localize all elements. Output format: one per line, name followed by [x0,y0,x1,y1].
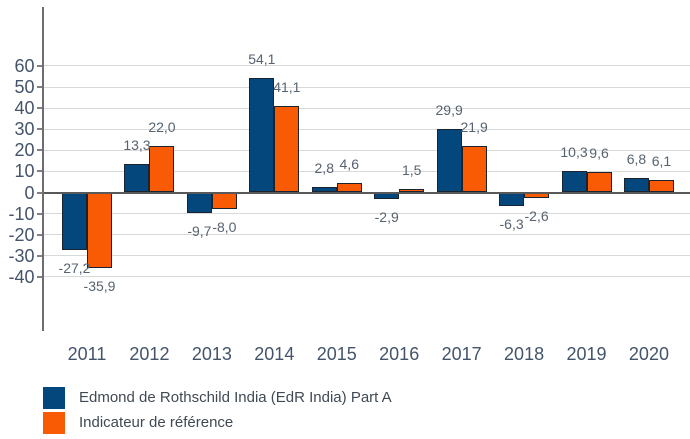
y-axis-label-20: 20 [14,140,35,161]
legend-label-edr-india: Edmond de Rothschild India (EdR India) P… [79,389,392,406]
y-axis-label-10: 10 [14,161,35,182]
bar-edr-india-2012 [124,164,150,193]
value-label-edr-india-2019: 10,3 [560,143,588,160]
gridline-20 [42,149,690,151]
x-axis-zero-line [42,191,690,194]
bar-reference-2012 [149,146,175,193]
value-label-reference-2018: -2,6 [524,207,549,224]
value-label-edr-india-2011: -27,2 [58,259,91,276]
x-axis-label-2019: 2019 [566,344,607,364]
value-label-reference-2016: 1,5 [401,162,422,179]
y-axis-label--30: -30 [8,245,35,266]
y-axis-tick--40 [36,275,43,278]
x-axis-label-2011: 2011 [67,344,107,364]
x-axis-label-2012: 2012 [129,344,170,364]
y-axis-tick-30 [36,128,43,131]
y-axis-tick--10 [36,212,43,215]
x-axis-label-2017: 2017 [441,344,482,364]
bar-edr-india-2018 [499,192,525,206]
y-axis-tick-20 [36,149,43,152]
value-label-reference-2014: 41,1 [273,78,301,95]
legend-item-reference-indicator: Indicateur de référence [43,412,233,434]
gridline--40 [42,276,690,278]
x-axis-label-2014: 2014 [254,344,295,364]
gridline-40 [42,107,690,109]
bar-reference-2011 [87,192,112,269]
y-axis-label-40: 40 [14,98,35,119]
value-label-edr-india-2013: -9,7 [187,222,212,239]
bar-edr-india-2013 [186,192,212,213]
y-axis-tick-0 [36,191,43,194]
value-label-reference-2013: -8,0 [212,219,237,236]
gridline-60 [42,65,690,67]
bar-edr-india-2017 [436,129,462,193]
y-axis-label-60: 60 [14,55,35,76]
y-axis-line [41,7,44,331]
legend-swatch-reference-indicator [43,412,65,434]
x-axis-label-2015: 2015 [316,344,357,364]
bar-edr-india-2011 [62,192,87,250]
gridline--30 [42,255,690,257]
value-label-edr-india-2015: 2,8 [314,159,334,176]
y-axis-tick-60 [36,64,43,67]
y-axis-tick--30 [36,254,43,257]
y-axis-label-30: 30 [14,119,35,140]
value-label-edr-india-2020: 6,8 [626,151,647,168]
legend-swatch-edr-india [43,387,65,409]
gridline--10 [42,213,690,215]
value-label-reference-2017: 21,9 [460,119,488,136]
legend-label-reference-indicator: Indicateur de référence [79,414,234,431]
bar-reference-2014 [274,105,300,193]
value-label-reference-2012: 22,0 [148,119,176,136]
bar-edr-india-2019 [561,170,587,193]
y-axis-label-0: 0 [24,182,35,203]
value-label-edr-india-2017: 29,9 [435,102,463,119]
bar-edr-india-2020 [623,178,649,193]
x-axis-label-2016: 2016 [379,344,420,364]
x-axis-label-2020: 2020 [628,344,669,364]
y-axis-label-50: 50 [14,77,35,97]
gridline-30 [42,128,690,130]
x-axis-label-2013: 2013 [191,344,232,364]
value-label-edr-india-2012: 13,3 [123,137,151,154]
legend-item-edr-india: Edmond de Rothschild India (EdR India) P… [43,387,392,409]
x-axis-label-2018: 2018 [504,344,545,364]
bar-edr-india-2014 [249,78,275,193]
y-axis-tick-50 [36,86,43,88]
y-axis-label--40: -40 [8,266,35,287]
value-label-reference-2020: 6,1 [651,152,672,169]
y-axis-label--20: -20 [8,224,35,245]
y-axis-tick-10 [36,170,43,173]
gridline-50 [42,86,690,88]
value-label-reference-2015: 4,6 [339,155,359,172]
value-label-reference-2019: 9,6 [589,145,609,162]
gridline-10 [42,170,690,172]
y-axis-tick-40 [36,107,43,110]
y-axis-tick--20 [36,233,43,236]
value-label-reference-2011: -35,9 [83,278,116,295]
value-label-edr-india-2014: 54,1 [248,51,276,68]
bar-reference-2013 [211,192,237,210]
y-axis-label--10: -10 [8,203,35,224]
gridline--20 [42,234,690,236]
bar-reference-2019 [586,172,612,193]
bar-reference-2017 [461,146,487,193]
value-label-edr-india-2018: -6,3 [499,215,524,232]
value-label-edr-india-2016: -2,9 [374,208,399,225]
